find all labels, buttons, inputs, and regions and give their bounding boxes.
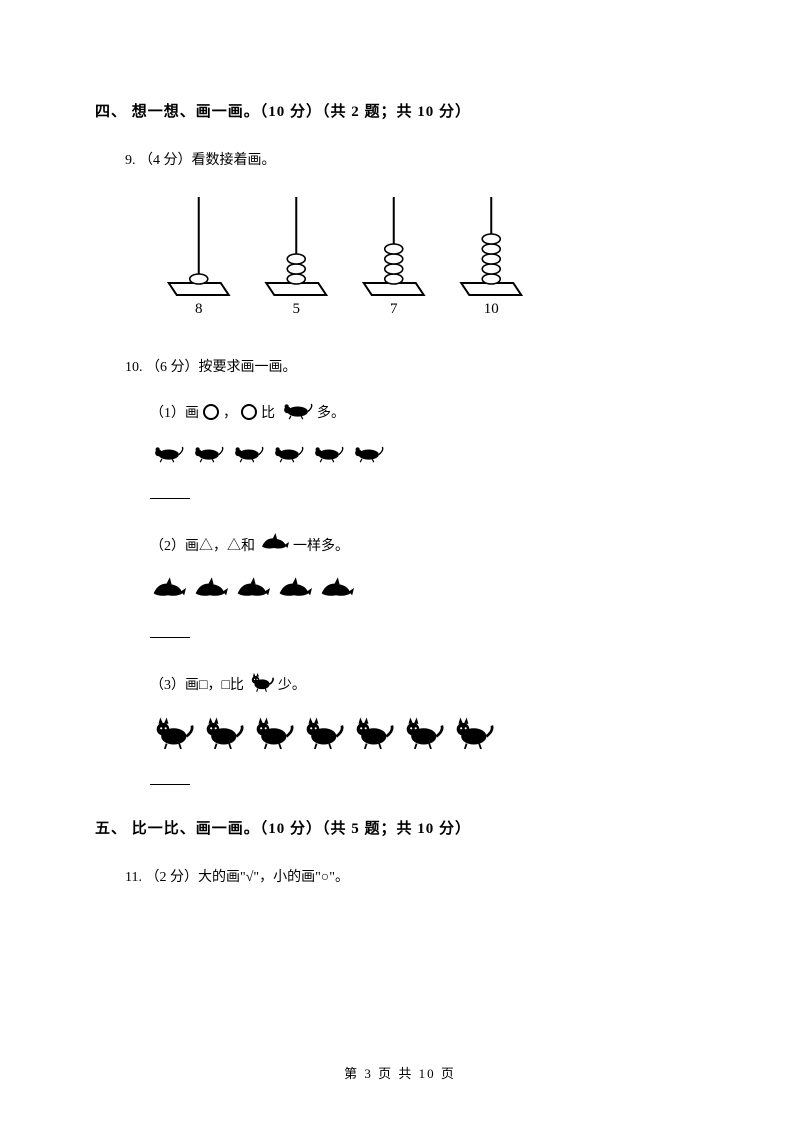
abacus-figure: 8 5 7 10 [150,191,705,326]
cat-row [150,713,705,754]
cat-icon [248,670,274,697]
mouse-row [150,441,705,468]
q10-sub2-suffix: 一样多。 [293,535,349,555]
q10-sub1-word: 比 [261,402,275,422]
dolphin-icon [150,574,186,607]
dolphin-icon [234,574,270,607]
q9-line: 9. （4 分）看数接着画。 [125,149,705,169]
cat-icon [400,713,444,754]
cat-icon [250,713,294,754]
q10-sub2-prefix: （2）画△，△和 [150,535,255,555]
mouse-icon [230,441,264,468]
q10-sub3-prefix: （3）画□，□比 [150,674,244,694]
svg-text:5: 5 [293,301,301,317]
mouse-icon [190,441,224,468]
circle-icon [203,404,219,420]
answer-blank [150,637,190,638]
q10-sub1-suffix: 多。 [317,402,345,422]
q10-sub3: （3）画□，□比 少。 [150,670,705,697]
svg-text:10: 10 [484,301,499,317]
dolphin-icon [192,574,228,607]
cat-icon [450,713,494,754]
svg-text:7: 7 [390,301,398,317]
answer-blank [150,784,190,785]
page-footer: 第 3 页 共 10 页 [0,1063,800,1082]
q10-sub1-prefix: （1）画 [150,402,199,422]
section-4-header: 四、 想一想、画一画。（10 分）（共 2 题；共 10 分） [95,100,705,121]
q10-sub3-suffix: 少。 [278,674,306,694]
mouse-icon [310,441,344,468]
q10-line: 10. （6 分）按要求画一画。 [125,356,705,376]
q10-sub2: （2）画△，△和 一样多。 [150,531,705,558]
mouse-icon [270,441,304,468]
mouse-icon [350,441,384,468]
dolphin-row [150,574,705,607]
mouse-icon [150,441,184,468]
q11-line: 11. （2 分）大的画"√"，小的画"○"。 [125,866,705,886]
mouse-icon [279,398,313,425]
section-5-header: 五、 比一比、画一画。（10 分）（共 5 题；共 10 分） [95,817,705,838]
cat-icon [350,713,394,754]
cat-icon [200,713,244,754]
q10-sub1-mid: ， [223,402,237,422]
dolphin-icon [276,574,312,607]
dolphin-icon [318,574,354,607]
dolphin-icon [259,531,289,558]
cat-icon [150,713,194,754]
answer-blank [150,498,190,499]
circle-icon [241,404,257,420]
q10-sub1: （1）画 ， 比 多。 [150,398,705,425]
svg-text:8: 8 [195,301,203,317]
cat-icon [300,713,344,754]
